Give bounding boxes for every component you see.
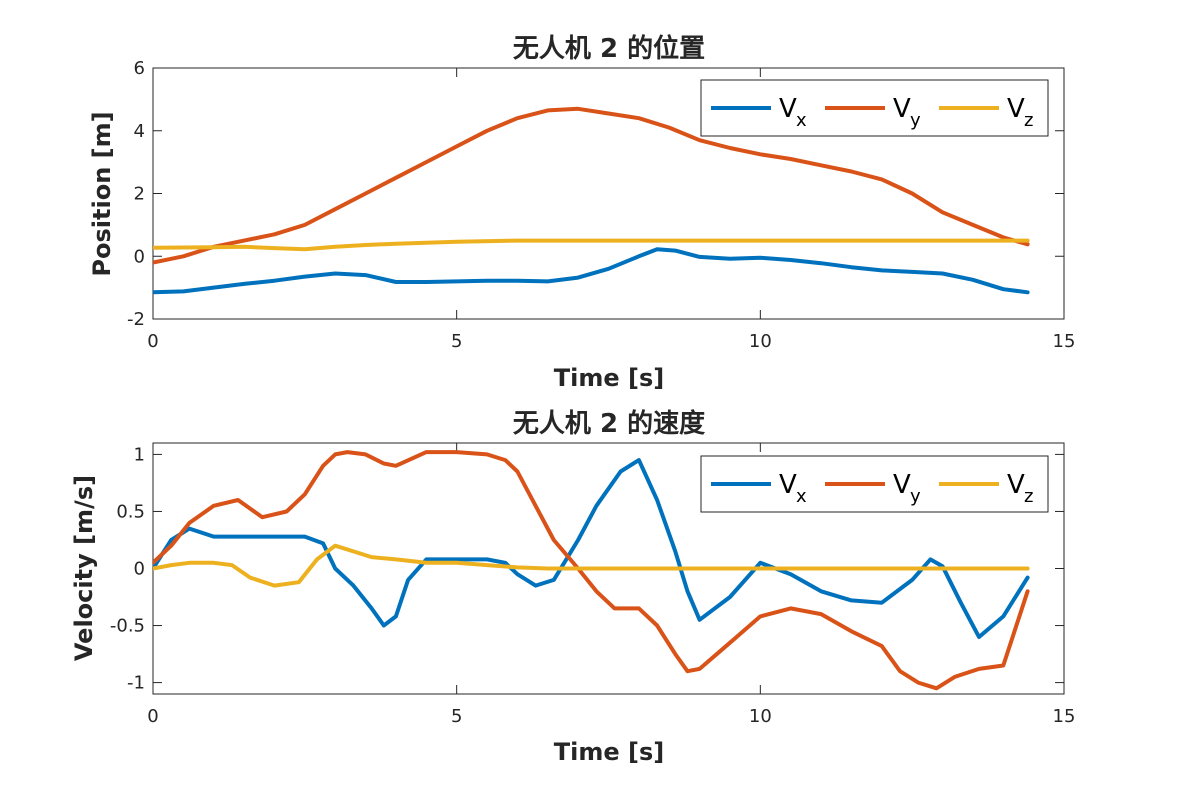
position-legend-label-z: V	[1007, 94, 1025, 124]
position-y-tick-label: 4	[134, 121, 145, 142]
position-x-tick-label: 15	[1053, 331, 1076, 352]
position-legend-label-x: V	[779, 94, 797, 124]
position-x-axis-label: Time [s]	[554, 364, 664, 392]
velocity-plot: 无人机 2 的速度 0 5 10 15 -1 -0.5 0 0.5 1 Time [s] Vel…	[70, 408, 1075, 766]
position-y-tick-label: 6	[134, 58, 145, 79]
velocity-y-tick-label: -0.5	[110, 616, 145, 637]
position-x-tick-label: 5	[451, 331, 462, 352]
velocity-y-tick-label: 1	[134, 444, 145, 465]
position-y-axis-label: Position [m]	[88, 111, 116, 276]
velocity-x-tick-label: 15	[1053, 706, 1076, 727]
velocity-x-axis-label: Time [s]	[554, 738, 664, 766]
velocity-series-vy	[153, 450, 1030, 691]
velocity-series-lines	[153, 450, 1030, 691]
position-legend-label-y: V	[893, 94, 911, 124]
velocity-chart-title: 无人机 2 的速度	[513, 408, 705, 439]
velocity-x-tick-label: 0	[147, 706, 158, 727]
position-series-lines	[153, 106, 1030, 295]
velocity-series-vx	[153, 458, 1030, 639]
position-legend-subscript-y: y	[910, 110, 921, 131]
velocity-series-vz	[153, 543, 1030, 588]
position-x-tick-label: 10	[749, 331, 772, 352]
velocity-legend-subscript-y: y	[910, 486, 921, 507]
position-y-tick-label: 2	[134, 184, 145, 205]
position-series-vy	[153, 106, 1030, 265]
position-chart-title: 无人机 2 的位置	[513, 33, 705, 64]
position-legend-subscript-z: z	[1024, 110, 1033, 131]
velocity-legend-label-x: V	[779, 470, 797, 500]
velocity-y-tick-label: 0.5	[116, 501, 145, 522]
position-series-vz	[153, 238, 1030, 252]
velocity-legend-label-y: V	[893, 470, 911, 500]
velocity-x-tick-label: 5	[451, 706, 462, 727]
velocity-x-tick-label: 10	[749, 706, 772, 727]
velocity-y-axis-label: Velocity [m/s]	[70, 475, 98, 661]
position-x-tick-label: 0	[147, 331, 158, 352]
velocity-ticks: 0 5 10 15 -1 -0.5 0 0.5 1	[110, 443, 1076, 727]
velocity-legend-subscript-x: x	[796, 486, 807, 507]
velocity-legend-label-z: V	[1007, 470, 1025, 500]
position-legend-subscript-x: x	[796, 110, 807, 131]
velocity-legend-subscript-z: z	[1024, 486, 1033, 507]
position-series-vx	[153, 247, 1030, 295]
position-y-tick-label: -2	[127, 309, 145, 330]
velocity-y-tick-label: 0	[134, 559, 145, 580]
velocity-y-tick-label: -1	[127, 673, 145, 694]
position-y-tick-label: 0	[134, 246, 145, 267]
